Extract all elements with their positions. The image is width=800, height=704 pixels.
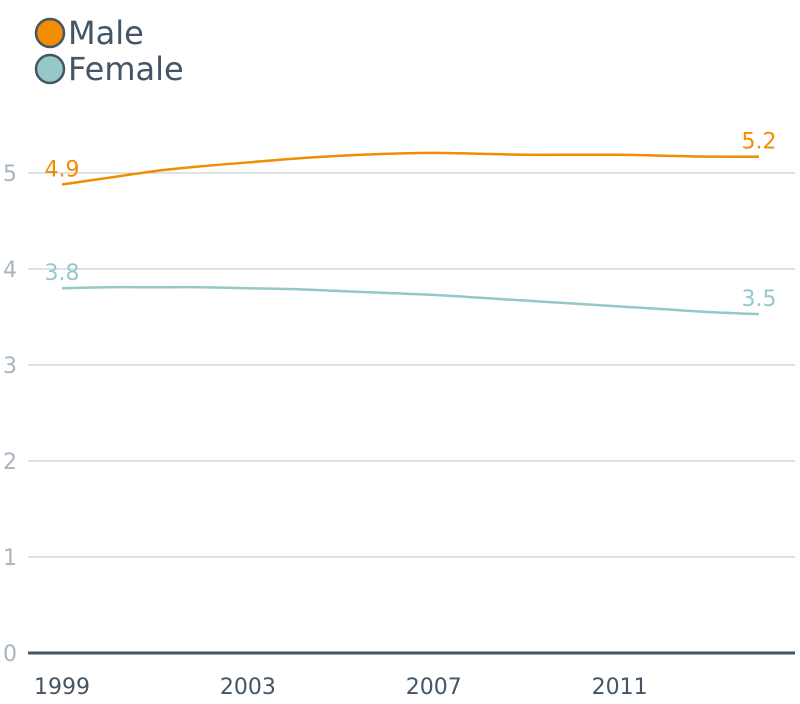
x-tick-label: 2007 (406, 675, 462, 700)
end-value-label: 5.2 (742, 130, 777, 155)
legend-marker-male (34, 17, 66, 49)
legend-label-male: Male (68, 14, 144, 52)
x-tick-label: 2011 (592, 675, 648, 700)
y-tick-label: 4 (3, 258, 17, 283)
gridlines (28, 172, 795, 655)
end-value-label: 3.5 (742, 287, 777, 312)
y-axis-ticks: 0 1 2 3 4 5 (3, 162, 17, 667)
data-labels: 4.9 5.2 3.8 3.5 (45, 130, 777, 312)
series-line-female (61, 285, 760, 316)
y-tick-label: 0 (3, 642, 17, 667)
start-value-label: 4.9 (45, 158, 80, 183)
series-line-male (61, 151, 760, 186)
x-axis-ticks: 1999 2003 2007 2011 (34, 675, 648, 700)
start-value-label: 3.8 (45, 261, 80, 286)
y-tick-label: 2 (3, 450, 17, 475)
y-tick-label: 5 (3, 162, 17, 187)
x-tick-label: 2003 (220, 675, 276, 700)
y-tick-label: 1 (3, 546, 17, 571)
series-lines (61, 151, 760, 316)
y-tick-label: 3 (3, 354, 17, 379)
x-tick-label: 1999 (34, 675, 90, 700)
legend-label-female: Female (68, 50, 184, 88)
legend-marker-female (34, 53, 66, 85)
